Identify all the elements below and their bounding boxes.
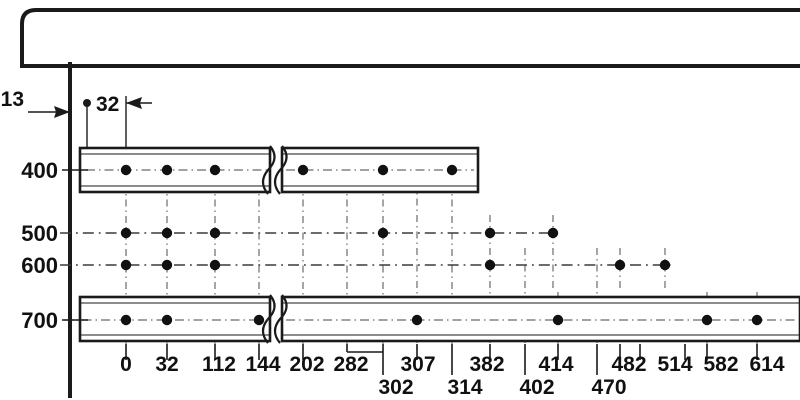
x-tick-label-112: 112 bbox=[202, 353, 236, 376]
dimension-13: 13 bbox=[1, 88, 70, 118]
x-tick-label-402: 402 bbox=[519, 376, 554, 399]
x-tick-label-382: 382 bbox=[469, 353, 504, 376]
x-tick-label-302: 302 bbox=[378, 376, 413, 399]
row-600: 600 bbox=[21, 253, 672, 278]
x-tick-label-482: 482 bbox=[611, 353, 646, 376]
row-700-label: 700 bbox=[21, 308, 58, 333]
row-400-rail: 400 bbox=[21, 145, 480, 195]
x-axis-labels-lower: 302 314 402 470 bbox=[378, 376, 626, 399]
panel-outline bbox=[20, 8, 800, 68]
row-500-holes bbox=[120, 227, 559, 239]
row-600-holes bbox=[120, 259, 671, 271]
x-tick-label-470: 470 bbox=[591, 376, 626, 399]
dimension-32-label: 32 bbox=[96, 93, 119, 116]
x-tick-label-582: 582 bbox=[703, 353, 738, 376]
row-400-holes bbox=[120, 164, 458, 176]
row-500: 500 bbox=[21, 221, 560, 246]
x-tick-label-144: 144 bbox=[245, 353, 280, 376]
x-tick-label-307: 307 bbox=[400, 353, 435, 376]
row-700-rail: 700 bbox=[21, 294, 800, 344]
row-700-holes bbox=[120, 314, 763, 326]
x-tick-label-202: 202 bbox=[289, 353, 324, 376]
x-axis-labels-upper: 0 32 112 144 202 282 307 382 414 482 514… bbox=[120, 353, 785, 376]
x-axis-ticks-upper bbox=[125, 344, 758, 375]
x-tick-label-32: 32 bbox=[155, 353, 178, 376]
dimension-32: 32 bbox=[83, 93, 152, 148]
x-tick-label-314: 314 bbox=[447, 376, 482, 399]
x-tick-label-282: 282 bbox=[333, 353, 368, 376]
x-tick-label-0: 0 bbox=[120, 353, 132, 376]
x-tick-label-514: 514 bbox=[657, 353, 692, 376]
row-600-label: 600 bbox=[21, 253, 58, 278]
x-tick-label-614: 614 bbox=[749, 353, 784, 376]
row-400-label: 400 bbox=[21, 158, 58, 183]
row-500-label: 500 bbox=[21, 221, 58, 246]
x-tick-label-414: 414 bbox=[538, 353, 573, 376]
dimension-13-label: 13 bbox=[1, 88, 24, 111]
